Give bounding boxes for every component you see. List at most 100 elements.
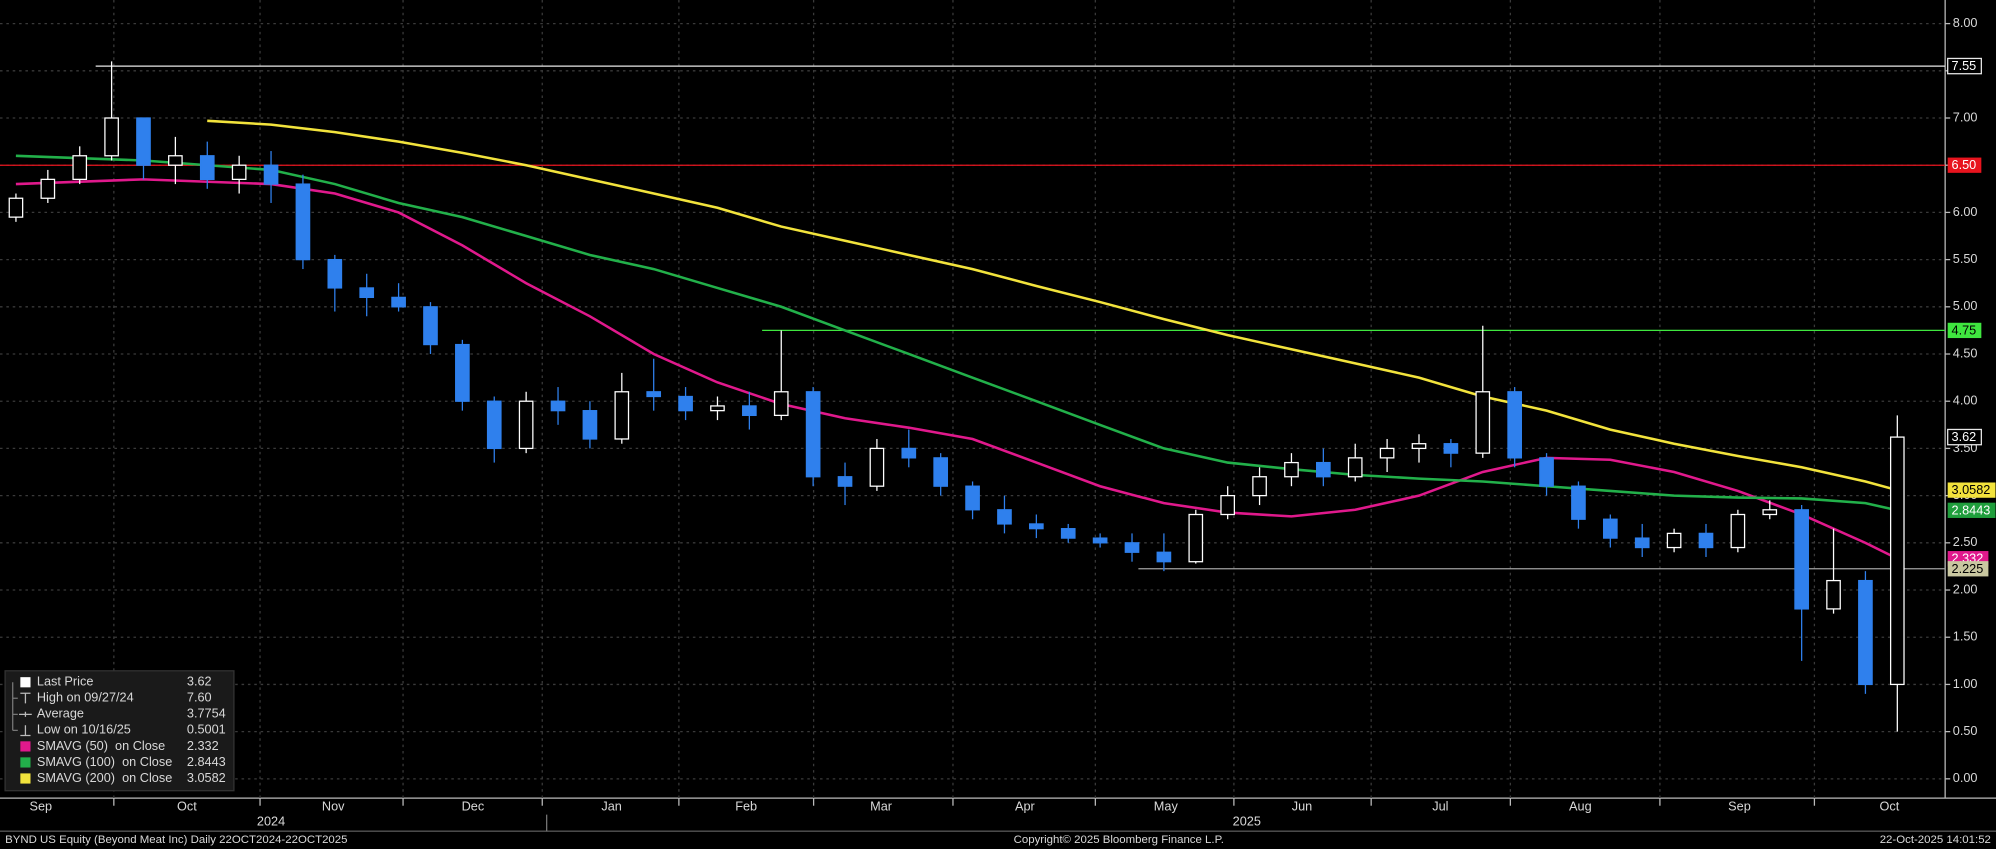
candle-body [1698,532,1714,549]
legend-label: SMAVG (100) on Close [37,754,172,769]
legend-label: SMAVG (200) on Close [37,770,172,785]
y-tick-label: 4.00 [1953,393,1978,408]
candle-body [1475,391,1491,454]
value-box-bg [1947,428,1982,446]
legend-value: 2.8443 [187,754,226,769]
candle-body [359,287,375,299]
candle-body [1889,436,1905,686]
candle-body [199,155,215,181]
y-tick-label: 5.50 [1953,251,1978,266]
year-label: 2024 [257,814,285,829]
value-box-label: 3.62 [1952,429,1977,444]
candle-body [646,391,662,398]
candle-body [1156,551,1172,563]
legend-icon [20,725,31,737]
legend-label: Low on 10/16/25 [37,722,131,737]
legend-label: Average [37,706,84,721]
candle-body [518,400,534,450]
x-tick-label: Oct [1879,798,1899,813]
candle-body [1826,579,1841,610]
x-tick-label: Oct [177,798,197,813]
value-box: 3.0582 [1947,482,1996,498]
candle-body [136,117,151,166]
candle-body [40,178,56,199]
value-box-bg [1947,322,1982,339]
legend-swatch [20,757,31,768]
candle-body [455,343,470,402]
x-tick-label: Jun [1292,798,1313,813]
candle-body [8,197,24,218]
candle-body [550,400,566,412]
value-box-label: 6.50 [1952,157,1977,172]
x-tick-label: Jan [601,798,622,813]
legend-swatch [20,741,31,752]
candle-body [678,395,693,412]
candle-body [1188,513,1204,563]
value-box-label: 7.55 [1952,58,1977,73]
value-box-label: 2.8443 [1952,502,1991,517]
candle-body [837,476,853,487]
value-box-bg [1947,561,1989,577]
candle-body [1443,443,1459,454]
y-tick-label: 7.00 [1953,109,1978,124]
candle-body [1379,447,1395,459]
candle-body [1539,457,1554,487]
x-tick-label: Jul [1432,798,1448,813]
candle-body [391,296,406,308]
candle-body [1284,461,1299,478]
legend-label: High on 09/27/24 [37,690,134,705]
y-tick-label: 0.00 [1953,770,1978,785]
legend-swatch [20,773,31,784]
legend-value: 0.5001 [187,722,226,737]
value-box-bg [1947,482,1996,498]
candle-body [1666,532,1682,549]
candle-body [805,391,821,478]
legend: Last Price 3.62 High on 09/27/24 7.60 Averag… [4,670,235,792]
candle-body [582,410,598,440]
candle-body [710,405,725,412]
y-tick-label: 2.50 [1953,534,1978,549]
value-box-bg [1947,502,1996,518]
y-tick-label: 0.50 [1953,723,1978,738]
candle-body [1347,457,1363,478]
candle-body [1029,523,1044,530]
candle-body [72,155,88,181]
value-box: 2.8443 [1947,502,1996,518]
legend-icon [19,711,32,717]
footer-left: BYND US Equity (Beyond Meat Inc) Daily 2… [5,834,347,846]
candle-body [1634,537,1650,549]
value-box: 3.62 [1947,428,1982,446]
legend-tree [12,682,18,732]
x-tick-label: Sep [30,798,53,813]
candle-body [295,183,311,261]
candle-body [1858,579,1873,686]
candle-body [1411,443,1427,450]
y-tick-label: 1.50 [1953,629,1978,644]
y-tick-label: 1.00 [1953,676,1978,691]
legend-icon [20,677,31,688]
x-tick-label: Mar [870,798,893,813]
candle-body [614,391,630,440]
legend-icon [20,692,31,704]
candle-body [869,447,885,487]
footer-right: 22-Oct-2025 14:01:52 [1880,834,1991,846]
legend-label: SMAVG (50) on Close [37,738,165,753]
value-box-bg [1947,57,1982,75]
candle-body [104,117,119,157]
candle-body [773,391,789,417]
legend-value: 3.7754 [187,706,226,721]
y-tick-label: 6.00 [1953,204,1978,219]
candle-body [1316,461,1331,478]
legend-value: 3.0582 [187,770,226,785]
candle-body [168,155,183,166]
candle-body [1794,509,1809,610]
candle-body [933,457,949,487]
candle-body [327,258,343,289]
year-label: 2025 [1233,814,1261,829]
candle-body [997,509,1012,525]
legend-value: 7.60 [187,690,212,705]
candle-body [965,485,980,511]
